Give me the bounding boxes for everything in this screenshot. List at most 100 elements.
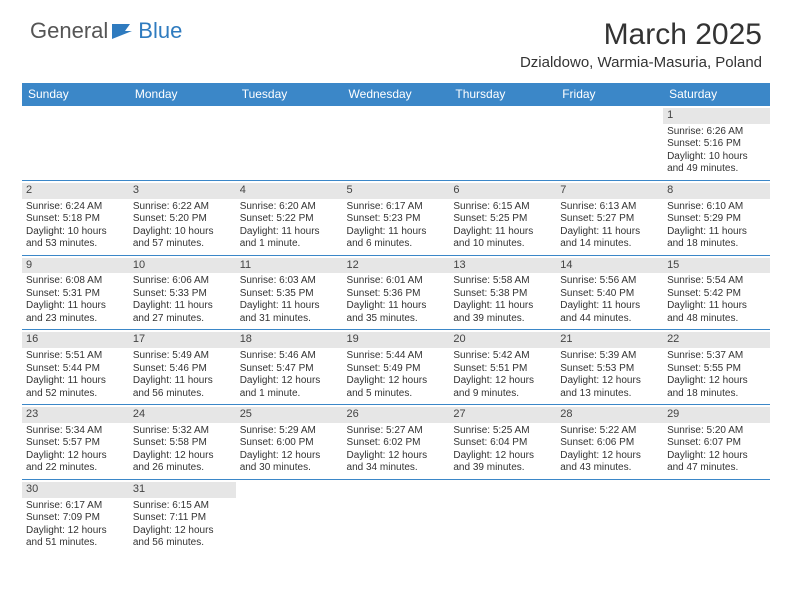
weekday-header: Friday (556, 83, 663, 106)
sunrise-line: Sunrise: 6:26 AM (667, 126, 766, 139)
page-title: March 2025 (520, 18, 762, 52)
sunrise-line: Sunrise: 5:25 AM (453, 425, 552, 438)
sunrise-line: Sunrise: 6:15 AM (453, 201, 552, 214)
daylight-line: Daylight: 11 hours and 56 minutes. (133, 375, 232, 400)
calendar-cell: 8Sunrise: 6:10 AMSunset: 5:29 PMDaylight… (663, 180, 770, 255)
calendar-table: SundayMondayTuesdayWednesdayThursdayFrid… (22, 83, 770, 554)
sunrise-line: Sunrise: 5:51 AM (26, 350, 125, 363)
sunrise-line: Sunrise: 5:56 AM (560, 275, 659, 288)
weekday-header: Thursday (449, 83, 556, 106)
weekday-header: Tuesday (236, 83, 343, 106)
day-number: 24 (129, 407, 236, 423)
day-number: 3 (129, 183, 236, 199)
day-number: 26 (343, 407, 450, 423)
calendar-row: 30Sunrise: 6:17 AMSunset: 7:09 PMDayligh… (22, 479, 770, 553)
sunset-line: Sunset: 5:40 PM (560, 288, 659, 301)
day-number: 9 (22, 258, 129, 274)
daylight-line: Daylight: 11 hours and 27 minutes. (133, 300, 232, 325)
sunrise-line: Sunrise: 5:34 AM (26, 425, 125, 438)
calendar-cell: 25Sunrise: 5:29 AMSunset: 6:00 PMDayligh… (236, 405, 343, 480)
daylight-line: Daylight: 12 hours and 30 minutes. (240, 450, 339, 475)
calendar-cell: 20Sunrise: 5:42 AMSunset: 5:51 PMDayligh… (449, 330, 556, 405)
day-number: 23 (22, 407, 129, 423)
day-number: 31 (129, 482, 236, 498)
calendar-cell: 12Sunrise: 6:01 AMSunset: 5:36 PMDayligh… (343, 255, 450, 330)
weekday-header: Sunday (22, 83, 129, 106)
daylight-line: Daylight: 11 hours and 14 minutes. (560, 226, 659, 251)
calendar-cell: 19Sunrise: 5:44 AMSunset: 5:49 PMDayligh… (343, 330, 450, 405)
logo-text-general: General (30, 18, 108, 44)
title-block: March 2025 Dzialdowo, Warmia-Masuria, Po… (520, 18, 762, 71)
daylight-line: Daylight: 10 hours and 49 minutes. (667, 151, 766, 176)
daylight-line: Daylight: 11 hours and 6 minutes. (347, 226, 446, 251)
calendar-row: 1Sunrise: 6:26 AMSunset: 5:16 PMDaylight… (22, 106, 770, 181)
sunrise-line: Sunrise: 6:20 AM (240, 201, 339, 214)
weekday-header-row: SundayMondayTuesdayWednesdayThursdayFrid… (22, 83, 770, 106)
sunset-line: Sunset: 5:38 PM (453, 288, 552, 301)
calendar-cell: 30Sunrise: 6:17 AMSunset: 7:09 PMDayligh… (22, 479, 129, 553)
sunset-line: Sunset: 5:35 PM (240, 288, 339, 301)
sunset-line: Sunset: 5:16 PM (667, 138, 766, 151)
sunset-line: Sunset: 6:07 PM (667, 437, 766, 450)
sunrise-line: Sunrise: 5:39 AM (560, 350, 659, 363)
logo: General Blue (30, 18, 182, 44)
day-number: 15 (663, 258, 770, 274)
sunset-line: Sunset: 5:57 PM (26, 437, 125, 450)
sunset-line: Sunset: 5:31 PM (26, 288, 125, 301)
daylight-line: Daylight: 11 hours and 44 minutes. (560, 300, 659, 325)
sunrise-line: Sunrise: 6:10 AM (667, 201, 766, 214)
sunset-line: Sunset: 6:00 PM (240, 437, 339, 450)
sunrise-line: Sunrise: 5:32 AM (133, 425, 232, 438)
calendar-cell: 6Sunrise: 6:15 AMSunset: 5:25 PMDaylight… (449, 180, 556, 255)
calendar-cell: 9Sunrise: 6:08 AMSunset: 5:31 PMDaylight… (22, 255, 129, 330)
calendar-cell: 4Sunrise: 6:20 AMSunset: 5:22 PMDaylight… (236, 180, 343, 255)
daylight-line: Daylight: 11 hours and 39 minutes. (453, 300, 552, 325)
logo-text-blue: Blue (138, 18, 182, 44)
calendar-cell: 24Sunrise: 5:32 AMSunset: 5:58 PMDayligh… (129, 405, 236, 480)
calendar-cell: 17Sunrise: 5:49 AMSunset: 5:46 PMDayligh… (129, 330, 236, 405)
sunset-line: Sunset: 5:47 PM (240, 363, 339, 376)
calendar-cell: 3Sunrise: 6:22 AMSunset: 5:20 PMDaylight… (129, 180, 236, 255)
sunset-line: Sunset: 6:06 PM (560, 437, 659, 450)
calendar-cell: 13Sunrise: 5:58 AMSunset: 5:38 PMDayligh… (449, 255, 556, 330)
calendar-cell: 1Sunrise: 6:26 AMSunset: 5:16 PMDaylight… (663, 106, 770, 181)
sunrise-line: Sunrise: 5:58 AM (453, 275, 552, 288)
calendar-cell (22, 106, 129, 181)
sunrise-line: Sunrise: 6:24 AM (26, 201, 125, 214)
logo-flag-icon (112, 22, 138, 40)
sunset-line: Sunset: 5:20 PM (133, 213, 232, 226)
day-number: 7 (556, 183, 663, 199)
sunset-line: Sunset: 5:58 PM (133, 437, 232, 450)
daylight-line: Daylight: 11 hours and 18 minutes. (667, 226, 766, 251)
sunset-line: Sunset: 5:36 PM (347, 288, 446, 301)
sunrise-line: Sunrise: 6:17 AM (347, 201, 446, 214)
calendar-cell: 16Sunrise: 5:51 AMSunset: 5:44 PMDayligh… (22, 330, 129, 405)
daylight-line: Daylight: 12 hours and 51 minutes. (26, 525, 125, 550)
calendar-cell: 15Sunrise: 5:54 AMSunset: 5:42 PMDayligh… (663, 255, 770, 330)
sunrise-line: Sunrise: 5:44 AM (347, 350, 446, 363)
sunset-line: Sunset: 5:22 PM (240, 213, 339, 226)
daylight-line: Daylight: 11 hours and 1 minute. (240, 226, 339, 251)
day-number: 20 (449, 332, 556, 348)
sunrise-line: Sunrise: 5:29 AM (240, 425, 339, 438)
sunrise-line: Sunrise: 6:08 AM (26, 275, 125, 288)
daylight-line: Daylight: 12 hours and 18 minutes. (667, 375, 766, 400)
day-number: 28 (556, 407, 663, 423)
calendar-cell: 23Sunrise: 5:34 AMSunset: 5:57 PMDayligh… (22, 405, 129, 480)
calendar-cell: 2Sunrise: 6:24 AMSunset: 5:18 PMDaylight… (22, 180, 129, 255)
calendar-cell: 31Sunrise: 6:15 AMSunset: 7:11 PMDayligh… (129, 479, 236, 553)
sunset-line: Sunset: 5:27 PM (560, 213, 659, 226)
daylight-line: Daylight: 11 hours and 10 minutes. (453, 226, 552, 251)
day-number: 6 (449, 183, 556, 199)
calendar-cell (449, 106, 556, 181)
calendar-cell (129, 106, 236, 181)
calendar-cell (449, 479, 556, 553)
daylight-line: Daylight: 11 hours and 52 minutes. (26, 375, 125, 400)
sunrise-line: Sunrise: 5:27 AM (347, 425, 446, 438)
calendar-cell (556, 106, 663, 181)
day-number: 22 (663, 332, 770, 348)
daylight-line: Daylight: 11 hours and 31 minutes. (240, 300, 339, 325)
day-number: 27 (449, 407, 556, 423)
day-number: 30 (22, 482, 129, 498)
day-number: 14 (556, 258, 663, 274)
